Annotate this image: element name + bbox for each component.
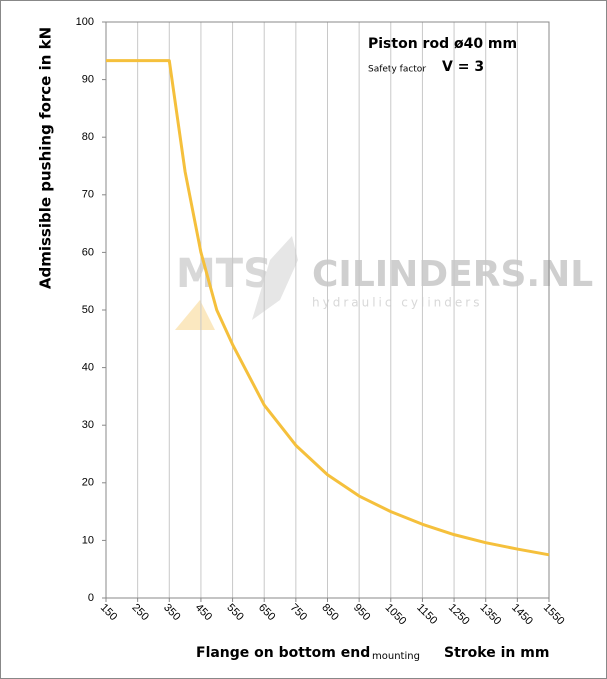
x-axis-label: Stroke in mm [444,645,549,661]
watermark-sub: hydraulic cylinders [312,296,482,310]
watermark-logo [175,300,215,330]
x-axis-label: mounting [372,651,420,662]
y-tick-label: 10 [82,534,94,546]
y-tick-label: 70 [82,189,94,201]
y-tick-label: 50 [82,304,94,316]
annotation: Safety factor [368,65,426,75]
line [106,59,550,557]
y-tick-label: 90 [82,74,94,86]
watermark-site: CILINDERS.NL [312,254,593,295]
watermark-logo [252,236,298,320]
annotation: Piston rod ø40 mm [368,36,517,52]
annotation: V = 3 [442,59,484,75]
y-axis-label: Admissible pushing force in kN [37,27,55,289]
y-tick-label: 100 [76,16,94,28]
watermark-mts: MTS [176,251,272,297]
y-tick-label: 40 [82,362,94,374]
y-tick-label: 30 [82,419,94,431]
plot-area [105,21,550,599]
y-tick-label: 20 [82,477,94,489]
y-tick-label: 60 [82,246,94,258]
y-tick-label: 0 [88,592,94,604]
x-axis-label: Flange on bottom end [196,645,370,661]
y-tick-label: 80 [82,131,94,143]
